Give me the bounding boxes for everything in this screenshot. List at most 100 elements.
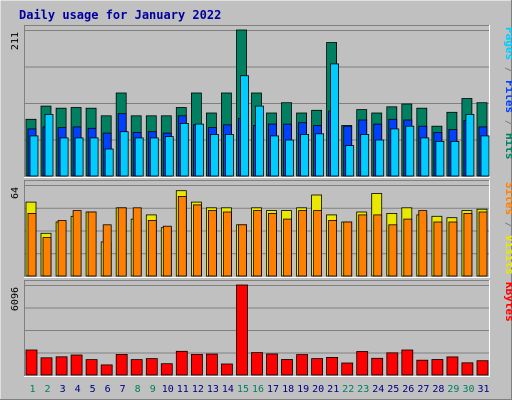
bar-kbytes-day-4 <box>70 354 83 376</box>
bar-pages-day-30 <box>465 114 475 177</box>
day-label-27: 27 <box>417 384 429 395</box>
bar-pages-day-26 <box>405 125 415 177</box>
bar-pages-day-28 <box>435 140 445 177</box>
bar-sites-day-11 <box>177 195 187 277</box>
bar-sites-day-27 <box>418 210 428 277</box>
bar-kbytes-day-23 <box>356 351 369 376</box>
day-label-29: 29 <box>447 384 459 395</box>
bar-pages-day-4 <box>74 137 84 177</box>
bar-pages-day-2 <box>44 114 54 177</box>
day-label-6: 6 <box>105 384 111 395</box>
ymax-label-bottom: 6096 <box>10 287 21 311</box>
bar-kbytes-day-1 <box>25 349 38 376</box>
bar-sites-day-22 <box>343 221 353 277</box>
bar-sites-day-20 <box>313 210 323 277</box>
bar-kbytes-day-3 <box>55 356 68 376</box>
day-label-10: 10 <box>162 384 174 395</box>
bar-pages-day-1 <box>29 135 39 177</box>
legend-bottom: KBytes <box>503 282 512 322</box>
day-label-28: 28 <box>432 384 444 395</box>
bar-kbytes-day-30 <box>461 362 474 376</box>
bar-pages-day-16 <box>255 105 264 177</box>
bar-kbytes-day-6 <box>100 364 113 376</box>
bar-kbytes-day-24 <box>371 357 384 376</box>
day-label-12: 12 <box>192 384 204 395</box>
day-label-25: 25 <box>387 384 399 395</box>
panel-top: 211 Pages / Files / Hits <box>10 25 512 178</box>
bar-kbytes-day-16 <box>251 352 263 376</box>
bar-sites-day-12 <box>192 204 202 277</box>
day-label-24: 24 <box>372 384 384 395</box>
bar-pages-day-24 <box>375 139 385 177</box>
day-label-5: 5 <box>90 384 96 395</box>
bar-sites-day-28 <box>433 221 443 277</box>
bar-sites-day-17 <box>268 212 277 277</box>
bar-kbytes-day-9 <box>145 358 158 376</box>
bar-pages-day-6 <box>104 148 114 177</box>
chart-title: Daily usage for January 2022 <box>19 8 221 22</box>
bar-pages-day-15 <box>240 75 249 177</box>
bar-pages-day-18 <box>285 139 294 177</box>
ymax-label-top: 211 <box>10 32 21 50</box>
bar-kbytes-day-19 <box>296 354 309 376</box>
bar-sites-day-21 <box>328 220 338 277</box>
bar-pages-day-3 <box>59 137 69 177</box>
bar-sites-day-7 <box>117 207 127 277</box>
day-label-23: 23 <box>357 384 369 395</box>
bar-kbytes-day-29 <box>446 356 459 376</box>
bar-kbytes-day-2 <box>40 357 53 376</box>
bar-kbytes-day-5 <box>85 359 98 376</box>
legend-top: Pages / Files / Hits <box>503 27 512 160</box>
day-label-22: 22 <box>342 384 354 395</box>
legend-middle: Sites / Visits <box>503 182 512 275</box>
bar-pages-day-11 <box>179 123 189 177</box>
legend-entry: Visits <box>503 235 512 275</box>
day-label-9: 9 <box>150 384 156 395</box>
day-label-19: 19 <box>297 384 309 395</box>
bar-sites-day-14 <box>222 211 232 277</box>
bar-sites-day-1 <box>27 212 37 277</box>
bar-sites-day-13 <box>207 210 217 277</box>
bar-sites-day-19 <box>298 210 308 277</box>
day-label-17: 17 <box>267 384 279 395</box>
bar-pages-day-14 <box>224 134 234 177</box>
bar-sites-day-30 <box>463 212 473 277</box>
ymax-label-middle: 64 <box>10 187 21 199</box>
bar-pages-day-19 <box>300 134 310 177</box>
chart-panels: 211 Pages / Files / Hits 64 Sites / Visits 6… <box>10 25 512 377</box>
bar-kbytes-day-15 <box>236 284 248 376</box>
day-label-21: 21 <box>327 384 339 395</box>
bar-sites-day-29 <box>448 221 458 277</box>
bar-kbytes-day-18 <box>281 359 293 376</box>
bar-sites-day-24 <box>373 214 383 277</box>
day-label-8: 8 <box>135 384 141 395</box>
bar-pages-day-21 <box>330 63 340 177</box>
day-label-4: 4 <box>75 384 81 395</box>
bar-kbytes-day-28 <box>431 359 444 376</box>
bar-kbytes-day-11 <box>175 350 188 376</box>
day-label-14: 14 <box>222 384 234 395</box>
legend-entry: Pages <box>503 27 512 60</box>
day-label-20: 20 <box>312 384 324 395</box>
bar-sites-day-4 <box>72 210 82 277</box>
bar-sites-day-6 <box>102 224 112 277</box>
day-label-11: 11 <box>177 384 189 395</box>
bar-kbytes-day-22 <box>341 362 354 376</box>
bar-pages-day-10 <box>164 136 174 177</box>
legend-entry: Hits <box>503 133 512 160</box>
bar-kbytes-day-13 <box>205 353 218 376</box>
bar-pages-day-12 <box>194 123 204 177</box>
bar-pages-day-8 <box>134 137 144 177</box>
bar-pages-day-17 <box>270 135 279 177</box>
bar-kbytes-day-8 <box>130 359 143 376</box>
day-label-2: 2 <box>44 384 50 395</box>
day-label-18: 18 <box>282 384 294 395</box>
day-label-13: 13 <box>207 384 219 395</box>
legend-entry: / <box>503 215 512 235</box>
bar-pages-day-13 <box>209 134 219 177</box>
legend-entry: KBytes <box>503 282 512 322</box>
bar-kbytes-day-21 <box>326 356 339 376</box>
bar-sites-day-2 <box>42 237 52 277</box>
bar-sites-day-16 <box>253 210 262 277</box>
